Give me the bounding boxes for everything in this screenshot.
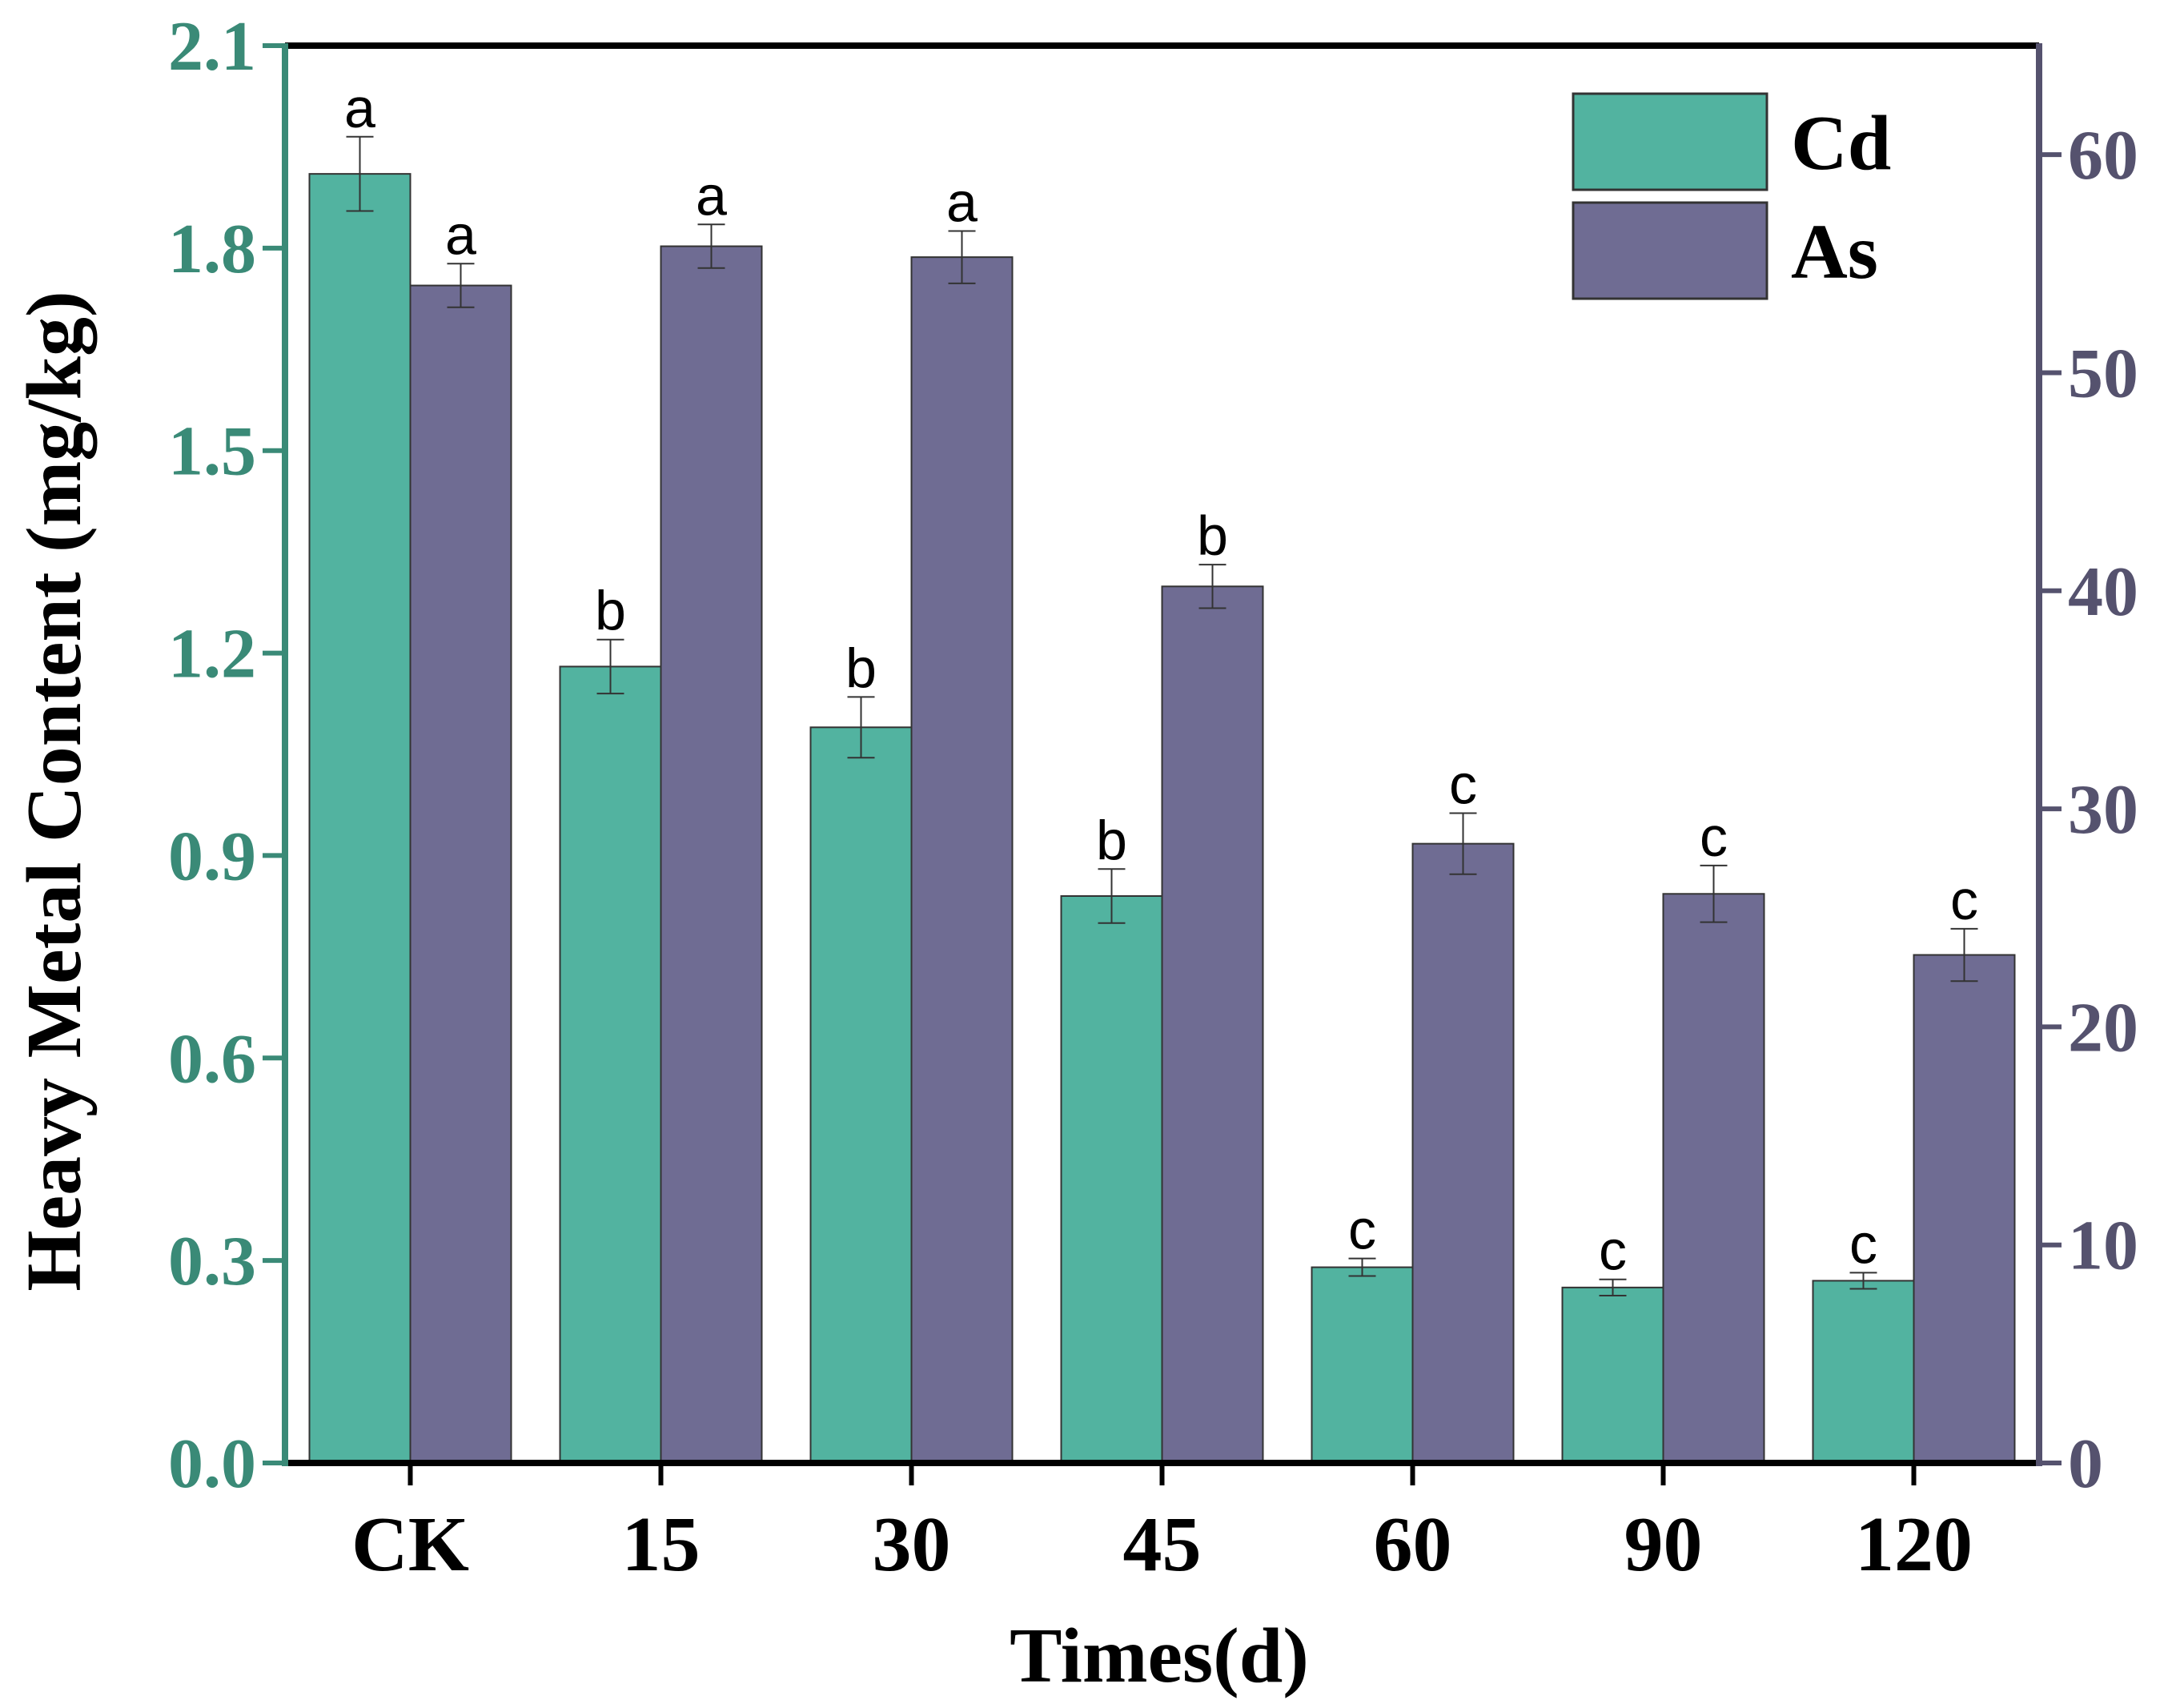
bar-cd-ck bbox=[308, 173, 412, 1465]
axes-layer: 0.0 0.3 0.6 0.9 1.2 1.5 1.8 2.1 0 10 20 30 40 50 60 CK 1… bbox=[168, 8, 2138, 1588]
right-tick-label: 0 bbox=[2068, 1425, 2103, 1503]
left-tick-label: 1.2 bbox=[168, 616, 256, 693]
left-tick-label: 0.9 bbox=[168, 818, 256, 895]
legend-swatch-cd bbox=[1572, 92, 1768, 191]
bar-cd-90 bbox=[1561, 1286, 1664, 1465]
significance-label-cd-15: b bbox=[595, 580, 626, 642]
legend-label-cd: Cd bbox=[1791, 100, 1891, 187]
significance-label-as-120: c bbox=[1950, 869, 1978, 931]
right-tick-label: 40 bbox=[2068, 553, 2138, 631]
significance-label-cd-60: c bbox=[1348, 1199, 1376, 1261]
bar-cd-30 bbox=[809, 726, 913, 1464]
bar-cd-15 bbox=[559, 665, 662, 1464]
legend: Cd As bbox=[1572, 92, 1891, 300]
significance-label-cd-45: b bbox=[1096, 809, 1127, 871]
right-tick-label: 20 bbox=[2068, 989, 2138, 1067]
significance-label-cd-90: c bbox=[1599, 1220, 1627, 1282]
x-tick-label: CK bbox=[351, 1501, 469, 1588]
significance-label-as-30: a bbox=[946, 171, 978, 233]
right-tick-label: 50 bbox=[2068, 335, 2138, 412]
x-tick-label: 60 bbox=[1374, 1501, 1452, 1588]
x-tick-label: 30 bbox=[873, 1501, 951, 1588]
bar-as-30 bbox=[910, 256, 1014, 1465]
significance-label-cd-ck: a bbox=[344, 77, 375, 139]
labels-layer: a b b b c c c a a a b c c c bbox=[344, 77, 1978, 1282]
right-tick-label: 30 bbox=[2068, 771, 2138, 849]
left-tick-label: 0.6 bbox=[168, 1020, 256, 1098]
x-tick-label: 90 bbox=[1624, 1501, 1703, 1588]
x-tick-label: 120 bbox=[1855, 1501, 1973, 1588]
bar-as-15 bbox=[660, 245, 763, 1464]
significance-label-cd-30: b bbox=[845, 637, 877, 699]
left-tick-label: 1.5 bbox=[168, 413, 256, 491]
significance-label-as-15: a bbox=[696, 164, 727, 227]
right-tick-label: 60 bbox=[2068, 117, 2138, 195]
significance-label-as-ck: a bbox=[445, 203, 476, 266]
left-tick-label: 1.8 bbox=[168, 211, 256, 288]
bar-as-120 bbox=[1913, 954, 2016, 1464]
significance-label-cd-120: c bbox=[1849, 1212, 1877, 1275]
x-axis-title: Times(d) bbox=[1010, 1613, 1309, 1699]
bar-as-45 bbox=[1161, 585, 1264, 1464]
y-axis-title: Heavy Metal Content (mg/kg) bbox=[11, 291, 98, 1291]
left-tick-label: 0.3 bbox=[168, 1223, 256, 1300]
left-tick-label: 0.0 bbox=[168, 1425, 256, 1503]
right-tick-label: 10 bbox=[2068, 1208, 2138, 1285]
significance-label-as-90: c bbox=[1700, 806, 1728, 868]
bars-layer bbox=[308, 135, 2016, 1465]
bar-cd-120 bbox=[1812, 1280, 1915, 1465]
significance-label-as-60: c bbox=[1449, 754, 1477, 816]
bar-cd-60 bbox=[1311, 1266, 1414, 1464]
x-tick-label: 15 bbox=[622, 1501, 701, 1588]
legend-swatch-as bbox=[1572, 201, 1768, 300]
bar-as-60 bbox=[1411, 842, 1515, 1464]
x-tick-label: 45 bbox=[1123, 1501, 1202, 1588]
bar-as-ck bbox=[409, 284, 512, 1464]
left-tick-label: 2.1 bbox=[168, 8, 256, 86]
bar-cd-45 bbox=[1060, 895, 1163, 1464]
significance-label-as-45: b bbox=[1197, 504, 1228, 567]
legend-label-as: As bbox=[1791, 209, 1878, 295]
bar-as-90 bbox=[1662, 893, 1765, 1465]
